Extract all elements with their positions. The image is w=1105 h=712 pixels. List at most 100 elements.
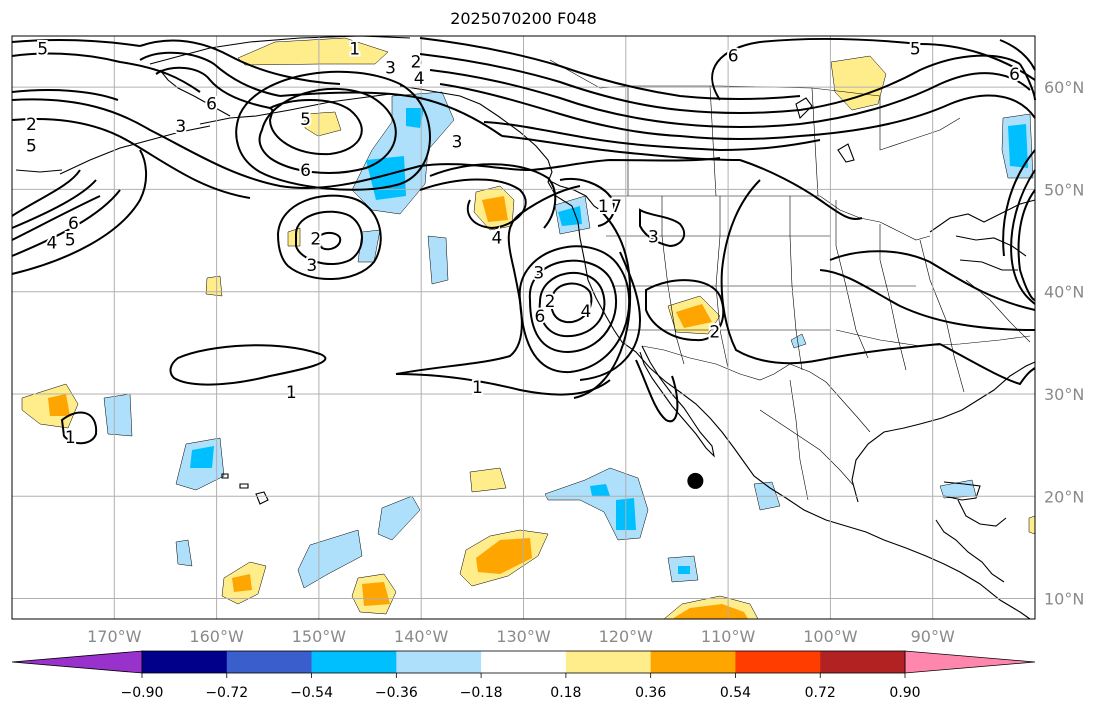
coastline <box>959 259 1018 271</box>
contour-line <box>483 121 821 152</box>
height-contours <box>11 37 1036 445</box>
contour-label: 6 <box>68 214 79 234</box>
island-coast <box>255 491 269 505</box>
positive-anomaly-region <box>469 467 507 493</box>
positive-anomaly-region <box>205 275 223 297</box>
contour-label: 2 <box>26 115 37 135</box>
coastline <box>943 481 981 501</box>
contour-label: 3 <box>533 263 544 283</box>
negative-anomaly-strong-region <box>590 484 610 496</box>
colorbar-extend-max <box>904 650 1036 674</box>
contour-label: 3 <box>452 132 463 152</box>
positive-anomaly-region <box>1028 515 1036 535</box>
colorbar-outline <box>141 650 906 674</box>
coastline <box>957 499 1007 527</box>
colorbar-swatch <box>650 651 736 673</box>
contour-label: 1 <box>65 428 76 448</box>
contour-label: 5 <box>300 110 311 130</box>
contour-line <box>919 43 1036 81</box>
contour-line <box>419 37 801 100</box>
contour-label: 6 <box>300 161 311 181</box>
longitude-tick-label: 120°W <box>599 627 654 646</box>
contour-label: 7 <box>611 197 622 217</box>
province-border <box>709 85 717 197</box>
positive-anomaly-strong-region <box>48 394 70 416</box>
latitude-tick-label: 30°N <box>1044 385 1084 404</box>
coastline <box>837 143 855 163</box>
contour-line <box>419 53 801 114</box>
colorbar-tick-label: 0.18 <box>550 685 581 701</box>
us-mexico-border <box>641 345 871 433</box>
contour-line <box>439 83 801 140</box>
contour-line <box>395 185 581 375</box>
colorbar-swatch <box>226 651 313 673</box>
contour-line <box>295 210 363 265</box>
negative-anomaly-region <box>427 235 449 285</box>
contour-line <box>235 70 431 191</box>
state-border <box>919 239 965 393</box>
longitude-tick-label: 100°W <box>803 627 858 646</box>
contour-line <box>139 51 281 97</box>
contour-line <box>550 282 593 324</box>
island-coast <box>239 483 249 489</box>
longitude-tick-label: 110°W <box>701 627 756 646</box>
contour-label: 1 <box>349 39 360 59</box>
positive-anomaly-strong-region <box>476 538 532 574</box>
state-border <box>835 200 869 359</box>
colorbar-tick-label: 0.54 <box>720 685 751 701</box>
island-coast <box>221 473 229 479</box>
contour-line <box>559 178 616 227</box>
state-border <box>661 196 685 365</box>
colorbar-extend-min <box>11 650 143 674</box>
negative-anomaly-strong-region <box>190 446 214 468</box>
contour-line <box>635 359 679 423</box>
contour-label: 6 <box>1009 65 1020 85</box>
contour-label: 5 <box>910 39 921 59</box>
contour-line <box>829 250 1036 311</box>
contour-label: 1 <box>598 197 609 217</box>
state-border <box>715 196 729 369</box>
contour-line <box>11 149 147 275</box>
negative-anomaly-region <box>377 495 421 541</box>
positive-anomaly-region <box>830 55 887 111</box>
colorbar-swatch <box>481 651 567 673</box>
contour-line <box>639 208 686 248</box>
latitude-tick-labels: 10°N 20°N 30°N 40°N 50°N 60°N <box>1044 78 1084 608</box>
contour-line <box>11 169 81 217</box>
positive-anomaly-strong-region <box>482 196 508 222</box>
province-border <box>811 87 819 197</box>
latitude-tick-label: 50°N <box>1044 180 1084 199</box>
colorbar-tick-label: 0.36 <box>635 685 666 701</box>
map-frame <box>11 35 1036 620</box>
colorbar-tick-label: −0.36 <box>375 685 418 701</box>
contour-line <box>11 195 101 241</box>
contour-line <box>739 159 863 220</box>
mexico-state-border <box>759 409 855 487</box>
contour-line <box>819 269 1036 331</box>
negative-anomaly-strong-region <box>1008 124 1028 168</box>
longitude-tick-label: 160°W <box>189 627 244 646</box>
contour-line <box>720 179 941 365</box>
positive-anomaly-region <box>237 37 389 66</box>
contour-line <box>645 279 725 342</box>
colorbar-swatch <box>565 651 652 673</box>
us-canada-border <box>608 195 931 241</box>
contour-line <box>155 66 271 109</box>
contour-line <box>11 189 121 257</box>
contour-line <box>11 117 251 199</box>
contour-line <box>11 89 119 101</box>
contour-line <box>279 91 503 137</box>
contour-line <box>799 72 1031 125</box>
longitude-tick-label: 140°W <box>394 627 449 646</box>
latitude-tick-label: 10°N <box>1044 590 1084 609</box>
contour-label: 2 <box>545 292 556 312</box>
contour-line <box>799 54 1021 111</box>
contour-line <box>139 39 341 85</box>
colorbar-tick-label: −0.54 <box>290 685 333 701</box>
contour-label: 2 <box>310 230 321 250</box>
negative-anomaly-region <box>297 529 363 589</box>
coastline <box>199 93 391 125</box>
contour-label: 5 <box>26 136 37 156</box>
contour-label: 5 <box>65 231 76 251</box>
